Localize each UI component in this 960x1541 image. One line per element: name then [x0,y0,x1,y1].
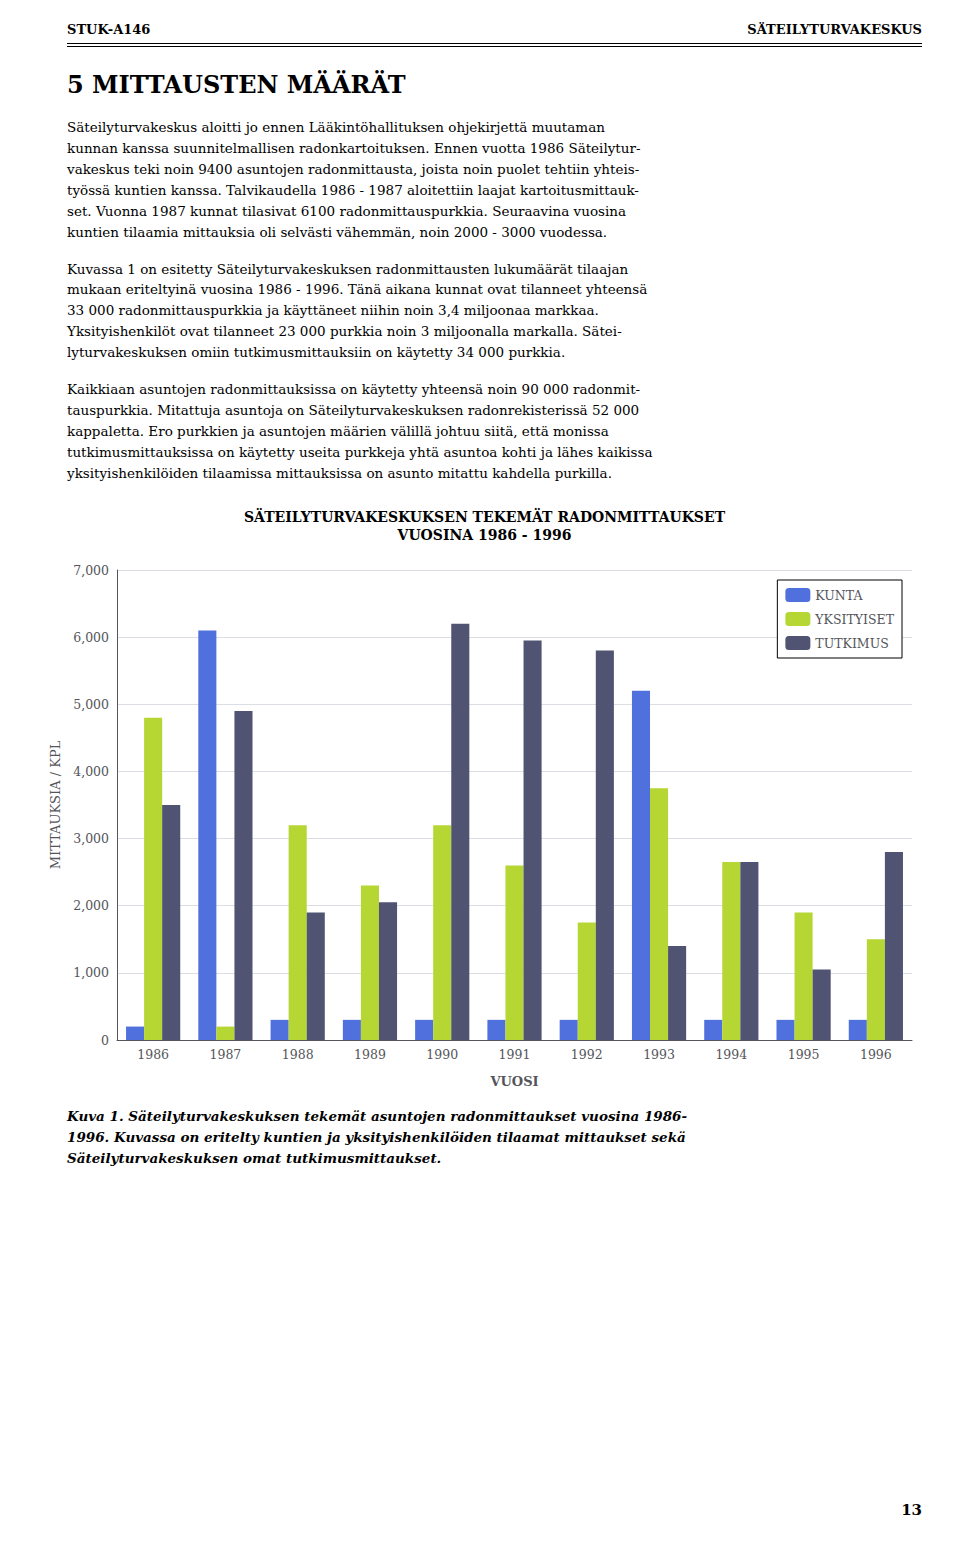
svg-text:6,000: 6,000 [73,629,109,644]
svg-text:2,000: 2,000 [73,898,109,913]
svg-text:3,000: 3,000 [73,831,109,846]
html-text:13: 13 [901,1501,922,1519]
svg-text:KUNTA: KUNTA [815,587,863,602]
svg-text:4,000: 4,000 [73,764,109,779]
svg-text:SÄTEILYTURVAKESKUKSEN TEKEMÄT: SÄTEILYTURVAKESKUKSEN TEKEMÄT RADONMITTA… [244,507,726,525]
svg-text:VUOSINA 1986 - 1996: VUOSINA 1986 - 1996 [397,527,572,543]
svg-text:1995: 1995 [788,1047,820,1062]
svg-text:1,000: 1,000 [73,965,109,980]
svg-text:YKSITYISET: YKSITYISET [814,611,894,626]
html-text:STUK-A146: STUK-A146 [67,22,151,37]
svg-text:TUTKIMUS: TUTKIMUS [815,635,888,650]
svg-text:MITTAUKSIA / KPL: MITTAUKSIA / KPL [48,740,63,869]
svg-text:1992: 1992 [571,1047,603,1062]
svg-text:1987: 1987 [210,1047,242,1062]
svg-text:0: 0 [101,1032,109,1047]
svg-text:7,000: 7,000 [73,562,109,577]
svg-text:1996: 1996 [860,1047,892,1062]
svg-text:1988: 1988 [282,1047,314,1062]
html-text:Kuvassa 1 on esitetty Säteilyt: Kuvassa 1 on esitetty Säteilyturvakeskuk… [67,260,648,361]
html-text:Kaikkiaan asuntojen radonmitta: Kaikkiaan asuntojen radonmittauksissa on… [67,381,653,481]
html-text:Säteilyturvakeskus aloitti jo: Säteilyturvakeskus aloitti jo ennen Lääk… [67,119,641,240]
html-text:Kuva 1. Säteilyturvakeskuksen: Kuva 1. Säteilyturvakeskuksen tekemät as… [67,1107,688,1166]
svg-text:1986: 1986 [137,1047,169,1062]
html-text:SÄTEILYTURVAKESKUS: SÄTEILYTURVAKESKUS [747,22,922,37]
svg-text:5,000: 5,000 [73,697,109,712]
svg-text:1994: 1994 [715,1047,747,1062]
html-text:5 MITTAUSTEN MÄÄRÄT: 5 MITTAUSTEN MÄÄRÄT [67,70,406,99]
svg-text:1989: 1989 [354,1047,386,1062]
svg-text:VUOSI: VUOSI [489,1074,538,1089]
svg-text:1990: 1990 [426,1047,458,1062]
svg-text:1991: 1991 [499,1047,531,1062]
svg-text:1993: 1993 [643,1047,675,1062]
